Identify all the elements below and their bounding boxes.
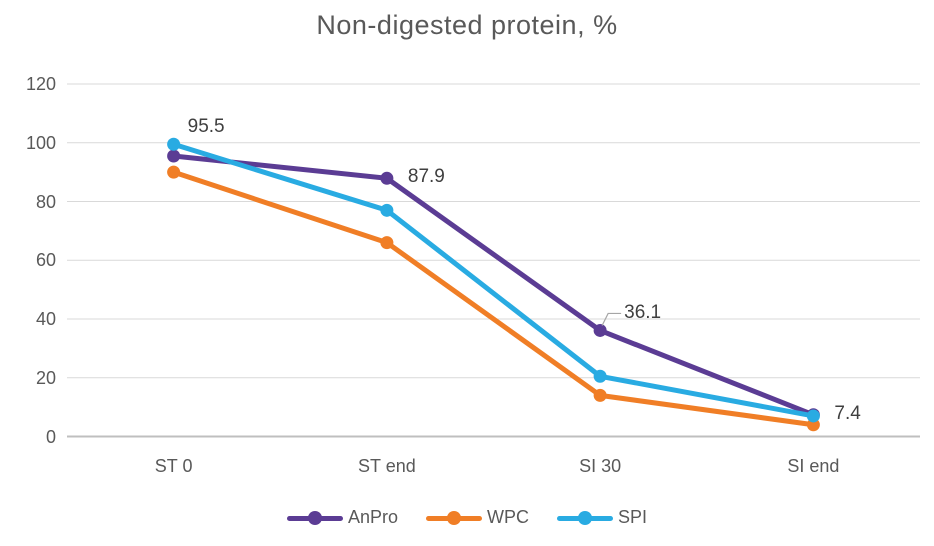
y-tick-label: 80 (35, 191, 56, 212)
data-point-marker-spi-st-end (380, 203, 394, 217)
y-tick-label: 100 (25, 132, 56, 153)
legend-label-wpc: WPC (487, 507, 529, 527)
data-point-marker-anpro-si-30 (593, 323, 607, 337)
legend-line-marker-icon (426, 510, 482, 525)
data-point-marker-wpc-st-0 (167, 165, 181, 179)
y-tick-label: 120 (25, 74, 56, 94)
y-tick-label: 40 (35, 309, 56, 329)
y-tick-label: 20 (35, 367, 56, 388)
data-point-marker-wpc-si-30 (593, 388, 607, 402)
data-point-marker-wpc-st-end (380, 236, 394, 250)
legend-line-marker-icon (286, 510, 343, 525)
legend-item-anpro: AnPro (286, 507, 398, 528)
data-label-36-1: 36.1 (624, 302, 662, 324)
chart-title: Non-digested protein, % (316, 10, 618, 40)
x-category-label: SI 30 (579, 456, 622, 476)
x-category-label: ST end (358, 456, 416, 476)
data-label-7-4: 7.4 (834, 402, 861, 424)
legend-line-marker-icon (557, 510, 613, 525)
legend-label-spi: SPI (618, 507, 648, 527)
data-label-leader-line (601, 312, 622, 326)
legend-label-anpro: AnPro (347, 507, 398, 527)
data-label-87-9: 87.9 (407, 166, 445, 188)
x-category-label: SI end (787, 456, 840, 476)
x-category-label: ST 0 (154, 456, 193, 476)
data-point-marker-spi-si-end (806, 409, 820, 423)
data-point-marker-anpro-st-0 (167, 149, 181, 163)
series-line-spi (171, 141, 816, 419)
legend-item-wpc: WPC (426, 507, 529, 528)
y-tick-label: 0 (45, 426, 56, 447)
y-tick-label: 60 (35, 250, 56, 271)
data-point-marker-anpro-st-end (380, 171, 394, 185)
series-line-anpro (171, 153, 816, 418)
data-point-marker-spi-st-0 (167, 137, 181, 151)
data-point-marker-spi-si-30 (593, 369, 607, 383)
series-line-wpc (171, 169, 816, 428)
legend: AnPro WPC SPI (0, 507, 934, 528)
data-label-95-5: 95.5 (187, 115, 225, 137)
legend-item-spi: SPI (557, 507, 647, 528)
